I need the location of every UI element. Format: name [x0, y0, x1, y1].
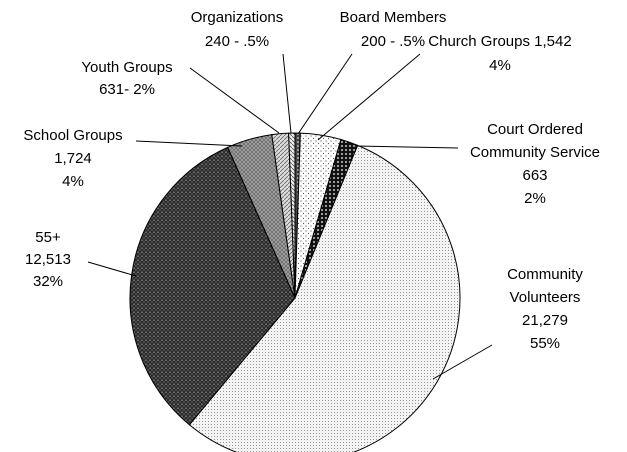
leader-line — [297, 53, 353, 135]
slice-label: 21,279 — [522, 312, 568, 329]
leader-line — [189, 67, 280, 134]
slice-label: Community — [507, 266, 583, 283]
pie-slice — [129, 146, 296, 426]
slice-label: Board Members — [340, 9, 447, 26]
slice-label: School Groups — [23, 127, 122, 144]
slice-label: 663 — [522, 167, 547, 184]
slice-label: Volunteers — [510, 289, 581, 306]
leader-line — [317, 53, 421, 141]
slice-label: 4% — [62, 173, 84, 190]
slice-label: Organizations — [191, 9, 284, 26]
slice-label: Community Service — [470, 144, 600, 161]
leader-line — [432, 344, 493, 380]
slice-label: 4% — [489, 57, 511, 74]
leader-line — [356, 145, 459, 149]
slice-label: Court Ordered — [487, 121, 583, 138]
pie-slice — [288, 132, 296, 299]
slice-label: 32% — [33, 273, 63, 290]
slice-label: 240 - .5% — [205, 33, 269, 50]
slice-label: Youth Groups — [81, 59, 172, 76]
slice-label: 2% — [524, 190, 546, 207]
slice-label: 1,724 — [54, 150, 92, 167]
slice-label: 55+ — [35, 229, 61, 246]
leader-line — [135, 140, 243, 147]
leader-line — [87, 261, 137, 277]
slice-label: 12,513 — [25, 251, 71, 268]
leader-line — [282, 53, 292, 134]
slice-label: Church Groups 1,542 — [428, 33, 571, 50]
pie-slice — [188, 144, 461, 452]
slice-label: 200 - .5% — [361, 33, 425, 50]
slice-label: 631- 2% — [99, 81, 155, 98]
slice-label: 55% — [530, 335, 560, 352]
